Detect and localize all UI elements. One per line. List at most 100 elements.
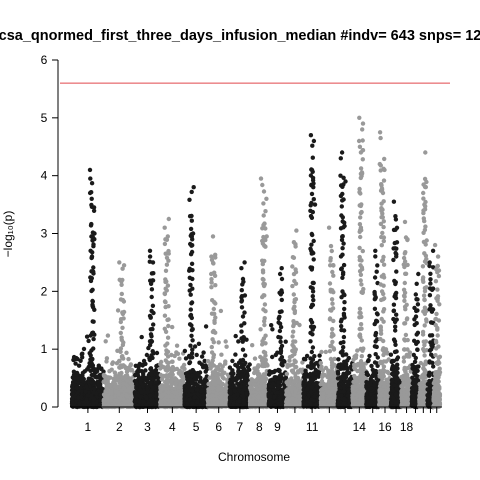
snp-point	[209, 285, 214, 290]
snp-point	[121, 401, 126, 406]
snp-point	[223, 359, 228, 364]
snp-point	[178, 391, 183, 397]
snp-point	[164, 262, 170, 267]
snp-point	[261, 213, 266, 218]
snp-point	[247, 367, 252, 372]
snp-outlier-point	[147, 248, 153, 253]
snp-point	[158, 372, 164, 378]
snp-point	[163, 268, 169, 273]
snp-point	[129, 367, 135, 373]
snp-point	[188, 307, 193, 312]
snp-point	[151, 271, 156, 276]
chromosome-9-points	[266, 266, 289, 410]
snp-point	[91, 265, 96, 270]
snp-point	[239, 288, 244, 293]
snp-point	[240, 357, 246, 363]
snp-point	[209, 350, 215, 355]
snp-outlier-point	[163, 237, 168, 242]
snp-point	[105, 333, 111, 338]
snp-point	[70, 382, 76, 387]
snp-point	[99, 366, 104, 371]
snp-point	[240, 390, 245, 395]
snp-point	[163, 304, 168, 310]
snp-point	[114, 377, 119, 383]
snp-outlier-point	[210, 234, 216, 239]
snp-outlier-point	[190, 237, 195, 242]
snp-point	[261, 201, 266, 206]
snp-point	[77, 401, 82, 406]
snp-outlier-point	[264, 196, 269, 201]
snp-point	[256, 363, 261, 368]
snp-point	[213, 255, 218, 260]
snp-point	[119, 370, 124, 376]
snp-point	[211, 261, 216, 266]
snp-point	[187, 385, 192, 390]
snp-point	[227, 380, 233, 385]
snp-point	[169, 383, 174, 388]
snp-point	[118, 363, 124, 368]
snp-point	[89, 269, 94, 274]
snp-point	[241, 279, 246, 284]
snp-point	[119, 337, 125, 343]
snp-point	[210, 393, 215, 398]
snp-point	[144, 395, 149, 401]
snp-point	[166, 248, 171, 254]
snp-point	[91, 401, 96, 406]
data-points	[69, 115, 443, 410]
snp-outlier-point	[147, 254, 153, 259]
snp-point	[192, 394, 198, 400]
snp-point	[120, 325, 125, 330]
snp-point	[165, 335, 171, 340]
snp-point	[166, 390, 171, 395]
snp-point	[239, 329, 244, 334]
snp-point	[230, 368, 235, 373]
snp-point	[104, 382, 109, 387]
snp-point	[154, 363, 159, 369]
snp-point	[84, 397, 89, 402]
snp-point	[134, 381, 139, 387]
snp-point	[88, 357, 93, 362]
snp-point	[261, 401, 267, 406]
snp-point	[89, 361, 94, 366]
snp-point	[210, 370, 216, 375]
snp-point	[151, 322, 156, 327]
snp-point	[110, 361, 115, 366]
snp-point	[223, 395, 228, 400]
snp-point	[83, 389, 88, 395]
snp-point	[263, 341, 268, 346]
snp-point	[190, 373, 195, 378]
snp-point	[148, 327, 153, 332]
snp-point	[163, 343, 168, 348]
snp-point	[178, 381, 183, 386]
snp-point	[96, 380, 101, 386]
snp-point	[144, 352, 150, 358]
chromosome-2-points	[101, 260, 137, 410]
snp-point	[233, 362, 238, 368]
snp-point	[137, 362, 142, 368]
snp-outlier-point	[87, 190, 93, 196]
snp-point	[242, 310, 247, 315]
snp-point	[84, 384, 89, 389]
snp-point	[76, 381, 81, 386]
snp-point	[212, 311, 217, 316]
snp-outlier-point	[88, 176, 93, 181]
snp-point	[121, 381, 126, 386]
snp-point	[73, 361, 78, 366]
snp-point	[150, 303, 156, 308]
snp-point	[88, 368, 93, 373]
snp-point	[170, 324, 175, 330]
snp-point	[149, 294, 154, 300]
snp-point	[263, 333, 268, 338]
snp-outlier-point	[264, 234, 269, 239]
snp-point	[86, 376, 92, 381]
snp-point	[90, 234, 96, 240]
snp-point	[218, 398, 224, 403]
snp-point	[188, 343, 193, 348]
snp-point	[170, 359, 175, 364]
snp-point	[197, 360, 202, 365]
snp-point	[242, 381, 248, 387]
snp-point	[128, 389, 134, 394]
snp-point	[211, 328, 216, 334]
snp-point	[75, 356, 80, 362]
snp-point	[69, 396, 75, 401]
